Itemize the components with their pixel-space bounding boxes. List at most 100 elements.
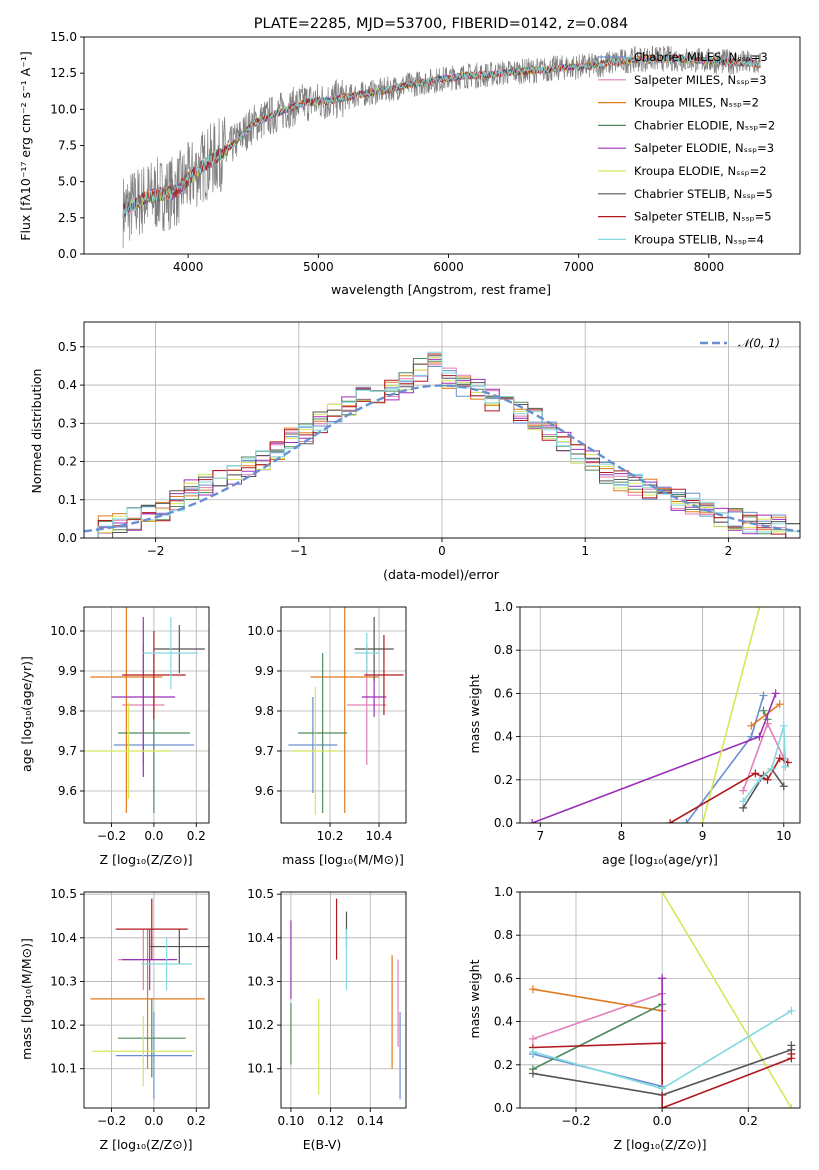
weight-point <box>658 1084 667 1093</box>
axes: 7 8 9 10 0.0 0.2 0.4 0.6 0.8 1.0 <box>494 600 801 843</box>
y-tick-label: 9.7 <box>58 744 77 758</box>
age-vs-mass-xlabel: mass [log₁₀(M/M⊙)] <box>282 852 404 867</box>
weight-point <box>666 819 675 823</box>
weight-vs-z-ylabel: mass weight <box>467 959 482 1038</box>
axes: 0.10 0.12 0.14 10.1 10.2 10.3 10.4 10.5 <box>247 887 407 1128</box>
y-tick-label: 1.0 <box>494 885 513 899</box>
weight-point <box>779 782 788 791</box>
errorbar-kroupa-miles <box>310 607 380 813</box>
x-tick-label: 2 <box>725 544 733 558</box>
weight-point <box>787 1050 796 1058</box>
weight-point <box>755 732 764 741</box>
weight-series-chabrier-stelib <box>739 765 788 812</box>
weight-point <box>747 721 756 730</box>
weight-point <box>751 769 760 778</box>
weight-point <box>775 754 784 763</box>
residual-xlabel: (data-model)/error <box>383 567 500 582</box>
x-tick-label: 9 <box>699 829 707 843</box>
axes: −0.2 0.0 0.2 0.0 0.2 0.4 0.6 0.8 1.0 <box>494 885 801 1128</box>
weight-point <box>759 691 768 700</box>
y-tick-label: 1.0 <box>494 600 513 614</box>
weight-point <box>787 1104 796 1108</box>
y-tick-label: 9.7 <box>255 744 274 758</box>
axes: −0.2 0.0 0.2 10.1 10.2 10.3 10.4 10.5 <box>50 887 210 1128</box>
errorbar-kroupa-elodie <box>86 703 171 799</box>
x-tick-label: −0.2 <box>97 829 126 843</box>
legend-label-chabrier-elodie: Chabrier ELODIE, Nₛₛₚ=2 <box>634 118 775 132</box>
x-tick-label: 4000 <box>173 260 204 274</box>
y-tick-label: 10.0 <box>50 102 77 116</box>
legend-label-chabrier-miles: Chabrier MILES, Nₛₛₚ=3 <box>634 50 768 64</box>
weight-series-kroupa-stelib <box>528 1006 796 1093</box>
spectrum-plot-area: 4000 5000 6000 7000 8000 0.0 2.5 5.0 7.5 10.0 12.5… <box>50 30 801 274</box>
x-tick-label: 0.2 <box>187 829 206 843</box>
spectrum-title: PLATE=2285, MJD=53700, FIBERID=0142, z=0… <box>254 16 628 32</box>
grid-lines <box>281 607 406 823</box>
weight-point <box>658 1039 667 1048</box>
gaussian-reference-curve <box>84 384 800 533</box>
weight-point <box>767 765 776 773</box>
x-tick-label: 0.12 <box>317 1114 344 1128</box>
errorbar-kroupa-stelib <box>141 937 193 991</box>
legend-label-kroupa-elodie: Kroupa ELODIE, Nₛₛₚ=2 <box>634 164 767 178</box>
y-tick-label: 15.0 <box>50 30 77 44</box>
y-tick-label: 0.0 <box>58 531 77 545</box>
weight-point <box>658 892 667 896</box>
errorbar-salpeter-elodie <box>111 617 176 777</box>
data-layer <box>90 898 209 1100</box>
grid-lines <box>84 607 209 823</box>
weight-line <box>669 757 789 823</box>
x-tick-label: 10.4 <box>366 829 393 843</box>
y-tick-label: 10.3 <box>50 974 77 988</box>
weight-point <box>779 721 788 730</box>
weight-series-salpeter-miles <box>739 719 788 795</box>
legend-label-kroupa-miles: Kroupa MILES, Nₛₛₚ=2 <box>634 96 759 110</box>
errorbar-kroupa-stelib <box>354 633 380 673</box>
plot-frame <box>519 606 801 824</box>
spectrum-ylabel: Flux [fλ10⁻¹⁷ erg cm⁻² s⁻¹ A⁻¹] <box>18 51 33 240</box>
axes: 4000 5000 6000 7000 8000 0.0 2.5 5.0 7.5 10.0 12.5… <box>50 30 801 274</box>
legend-label-salpeter-elodie: Salpeter ELODIE, Nₛₛₚ=3 <box>634 141 774 155</box>
weight-point <box>787 1006 796 1015</box>
weight-point <box>775 700 784 709</box>
x-tick-label: −0.2 <box>97 1114 126 1128</box>
data-layer <box>288 607 404 815</box>
data-layer <box>290 898 401 1100</box>
weight-series-salpeter-stelib <box>528 1039 796 1108</box>
weight-series-salpeter-stelib <box>666 754 792 823</box>
weight-point <box>682 819 691 823</box>
model-spectrum-salpeter-stelib <box>122 54 761 218</box>
residual-ylabel: Normed distribution <box>29 369 44 494</box>
x-tick-label: 0.0 <box>144 829 163 843</box>
axes: −0.2 0.0 0.2 9.6 9.7 9.8 9.9 10.0 <box>50 606 210 843</box>
grid-lines <box>281 892 406 1108</box>
x-tick-label: 0.2 <box>739 1114 758 1128</box>
x-tick-label: 7 <box>536 829 544 843</box>
axes: 10.2 10.4 9.6 9.7 9.8 9.9 10.0 <box>247 606 407 843</box>
residual-histogram-kroupa-stelib <box>84 351 800 538</box>
y-tick-label: 9.6 <box>58 784 77 798</box>
age-vs-z-plot-area: −0.2 0.0 0.2 9.6 9.7 9.8 9.9 10.0 <box>50 606 210 843</box>
weight-point <box>787 1041 796 1050</box>
weight-series-kroupa-elodie <box>658 892 796 1108</box>
x-tick-label: 0.2 <box>187 1114 206 1128</box>
x-tick-label: −1 <box>290 544 308 558</box>
y-tick-label: 0.8 <box>494 928 513 942</box>
weight-vs-z-plot-area: −0.2 0.0 0.2 0.0 0.2 0.4 0.6 0.8 1.0 <box>494 885 801 1128</box>
grid-lines <box>520 891 800 1109</box>
weight-point <box>528 819 537 823</box>
weight-series-chabrier-miles <box>682 691 768 823</box>
y-tick-label: 10.2 <box>247 1018 274 1032</box>
weight-vs-age-panel: 7 8 9 10 0.0 0.2 0.4 0.6 0.8 1.0 age [log₁₀(age/y… <box>467 600 801 867</box>
y-tick-label: 0.3 <box>58 416 77 430</box>
y-tick-label: 10.4 <box>247 931 274 945</box>
mass-vs-z-ylabel: mass [log₁₀(M/M⊙)] <box>19 938 34 1060</box>
y-tick-label: 5.0 <box>58 175 77 189</box>
weight-point <box>658 1104 667 1108</box>
errorbar-kroupa-elodie <box>92 1016 195 1087</box>
errorbar-kroupa-miles <box>90 929 205 1069</box>
errorbar-salpeter-elodie <box>361 677 387 717</box>
x-tick-label: 6000 <box>433 260 464 274</box>
weight-point <box>739 786 748 795</box>
x-tick-label: 10 <box>776 829 791 843</box>
